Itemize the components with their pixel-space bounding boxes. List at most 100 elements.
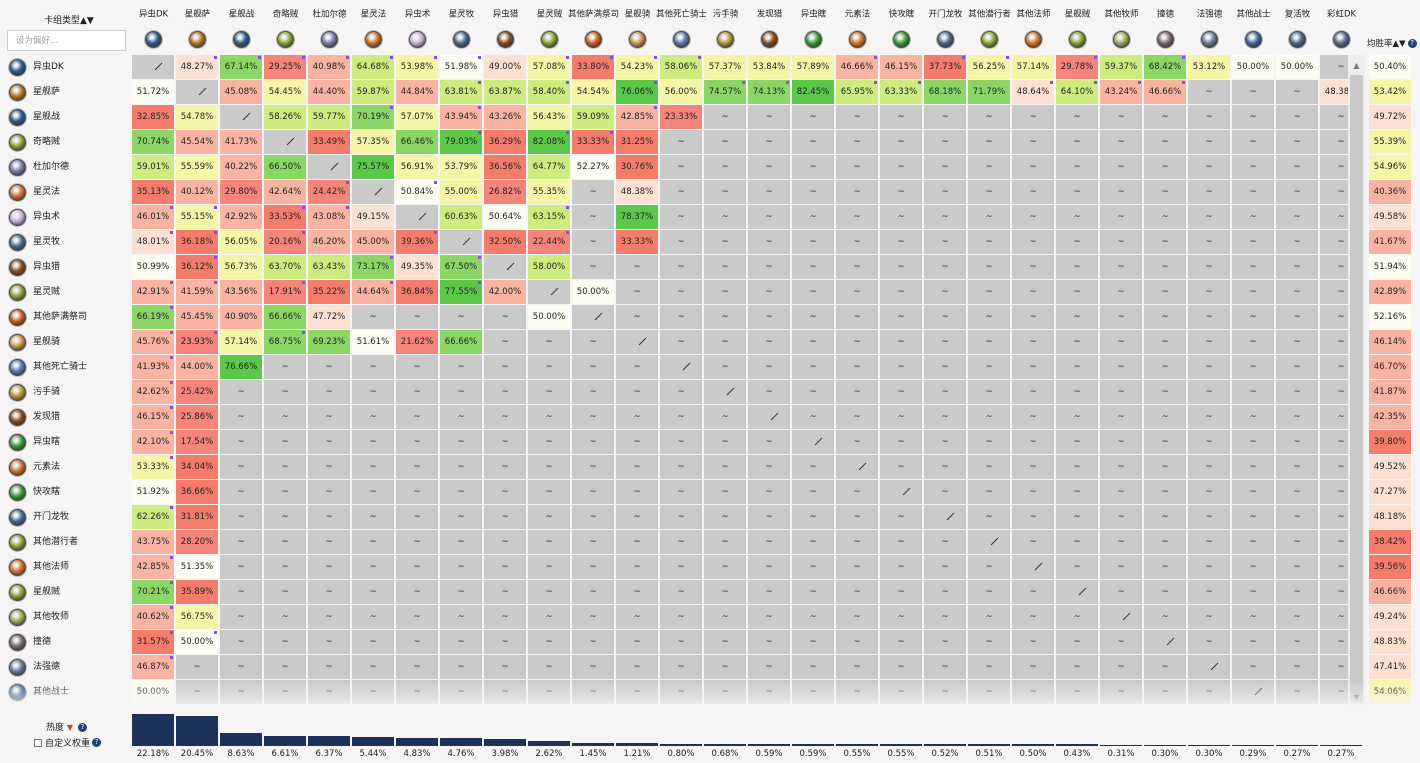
matchup-cell[interactable]: 71.79%: [968, 80, 1010, 104]
matchup-cell[interactable]: ~: [308, 505, 350, 529]
matchup-cell[interactable]: ~: [1320, 605, 1353, 629]
matchup-cell[interactable]: ~: [704, 355, 746, 379]
matchup-cell[interactable]: ~: [1056, 530, 1098, 554]
matchup-cell[interactable]: ~: [1232, 455, 1274, 479]
matchup-cell[interactable]: ~: [352, 430, 394, 454]
matchup-cell[interactable]: 68.42%: [1144, 55, 1186, 79]
matchup-cell[interactable]: ~: [748, 380, 790, 404]
matchup-cell[interactable]: ~: [1232, 580, 1274, 604]
matchup-cell[interactable]: ~: [1144, 580, 1186, 604]
matchup-cell[interactable]: ~: [1100, 530, 1142, 554]
matchup-cell[interactable]: 46.20%: [308, 230, 350, 254]
matchup-cell[interactable]: ~: [792, 480, 834, 504]
column-header[interactable]: 异虫DK: [132, 0, 175, 56]
matchup-cell[interactable]: ~: [220, 605, 262, 629]
matchup-cell[interactable]: ~: [968, 505, 1010, 529]
matchup-cell[interactable]: ~: [792, 405, 834, 429]
matchup-cell[interactable]: ~: [660, 680, 702, 704]
matchup-cell[interactable]: 53.79%: [440, 155, 482, 179]
matchup-cell[interactable]: 67.50%: [440, 255, 482, 279]
column-header[interactable]: 其他牧师: [1100, 0, 1143, 56]
matchup-cell[interactable]: 28.20%: [176, 530, 218, 554]
matchup-cell[interactable]: ~: [968, 580, 1010, 604]
row-header[interactable]: 星灵法: [0, 180, 132, 205]
matchup-cell[interactable]: ~: [264, 480, 306, 504]
matchup-cell[interactable]: 56.75%: [176, 605, 218, 629]
matchup-cell[interactable]: ~: [1232, 605, 1274, 629]
matchup-cell[interactable]: ~: [924, 605, 966, 629]
matchup-cell[interactable]: 56.73%: [220, 255, 262, 279]
matchup-cell[interactable]: ~: [1276, 130, 1318, 154]
matchup-cell[interactable]: ~: [528, 655, 570, 679]
row-header[interactable]: 发现猎: [0, 405, 132, 430]
matchup-cell[interactable]: ~: [924, 205, 966, 229]
matchup-cell[interactable]: ~: [440, 655, 482, 679]
row-header[interactable]: 快攻瞎: [0, 480, 132, 505]
matchup-cell[interactable]: 55.00%: [440, 180, 482, 204]
matchup-cell[interactable]: ~: [1144, 405, 1186, 429]
matchup-cell[interactable]: ~: [1144, 605, 1186, 629]
mirror-cell[interactable]: [484, 255, 526, 279]
matchup-cell[interactable]: ~: [220, 655, 262, 679]
matchup-cell[interactable]: ~: [572, 205, 614, 229]
matchup-cell[interactable]: 77.55%: [440, 280, 482, 304]
matchup-cell[interactable]: ~: [1056, 555, 1098, 579]
row-header[interactable]: 其他萨满祭司: [0, 305, 132, 330]
matchup-cell[interactable]: ~: [1100, 355, 1142, 379]
matchup-cell[interactable]: ~: [1100, 405, 1142, 429]
mirror-cell[interactable]: [264, 130, 306, 154]
matchup-cell[interactable]: 40.98%: [308, 55, 350, 79]
matchup-cell[interactable]: 49.00%: [484, 55, 526, 79]
matchup-cell[interactable]: ~: [880, 680, 922, 704]
matchup-cell[interactable]: 42.85%: [132, 555, 174, 579]
matchup-cell[interactable]: 46.66%: [836, 55, 878, 79]
matchup-cell[interactable]: ~: [1188, 430, 1230, 454]
matchup-cell[interactable]: ~: [1012, 255, 1054, 279]
matchup-cell[interactable]: ~: [572, 480, 614, 504]
matchup-cell[interactable]: ~: [352, 680, 394, 704]
matchup-cell[interactable]: ~: [704, 330, 746, 354]
matchup-cell[interactable]: ~: [352, 455, 394, 479]
row-header[interactable]: 元素法: [0, 455, 132, 480]
matchup-cell[interactable]: ~: [748, 105, 790, 129]
matchup-cell[interactable]: ~: [1056, 230, 1098, 254]
matchup-cell[interactable]: ~: [1100, 555, 1142, 579]
matchup-cell[interactable]: ~: [1276, 405, 1318, 429]
matchup-cell[interactable]: 46.01%: [132, 205, 174, 229]
matchup-cell[interactable]: ~: [1144, 330, 1186, 354]
row-header[interactable]: 污手骑: [0, 380, 132, 405]
matchup-cell[interactable]: 40.90%: [220, 305, 262, 329]
matchup-cell[interactable]: ~: [792, 455, 834, 479]
matchup-cell[interactable]: ~: [836, 155, 878, 179]
column-header[interactable]: 元素法: [836, 0, 879, 56]
matchup-cell[interactable]: ~: [264, 555, 306, 579]
matchup-cell[interactable]: ~: [836, 480, 878, 504]
matchup-cell[interactable]: 31.25%: [616, 130, 658, 154]
matchup-cell[interactable]: 31.81%: [176, 505, 218, 529]
column-header[interactable]: 异虫术: [396, 0, 439, 56]
matchup-cell[interactable]: ~: [880, 630, 922, 654]
matchup-cell[interactable]: ~: [484, 380, 526, 404]
matchup-cell[interactable]: ~: [528, 430, 570, 454]
column-header[interactable]: 异虫猎: [484, 0, 527, 56]
matchup-cell[interactable]: ~: [440, 505, 482, 529]
matchup-cell[interactable]: 45.45%: [176, 305, 218, 329]
matchup-cell[interactable]: ~: [572, 655, 614, 679]
matchup-cell[interactable]: ~: [792, 605, 834, 629]
matchup-cell[interactable]: ~: [1056, 505, 1098, 529]
matchup-cell[interactable]: ~: [1012, 505, 1054, 529]
matchup-cell[interactable]: 29.78%: [1056, 55, 1098, 79]
matchup-cell[interactable]: ~: [836, 330, 878, 354]
matchup-cell[interactable]: ~: [836, 205, 878, 229]
matchup-cell[interactable]: 63.70%: [264, 255, 306, 279]
column-header[interactable]: 污手骑: [704, 0, 747, 56]
matchup-cell[interactable]: ~: [528, 405, 570, 429]
mirror-cell[interactable]: [616, 330, 658, 354]
help-icon[interactable]: ?: [92, 738, 102, 747]
matchup-cell[interactable]: ~: [792, 630, 834, 654]
matchup-cell[interactable]: ~: [1056, 480, 1098, 504]
matchup-cell[interactable]: ~: [484, 580, 526, 604]
row-header[interactable]: 星舰战: [0, 105, 132, 130]
matchup-cell[interactable]: ~: [264, 355, 306, 379]
matchup-cell[interactable]: ~: [1012, 380, 1054, 404]
